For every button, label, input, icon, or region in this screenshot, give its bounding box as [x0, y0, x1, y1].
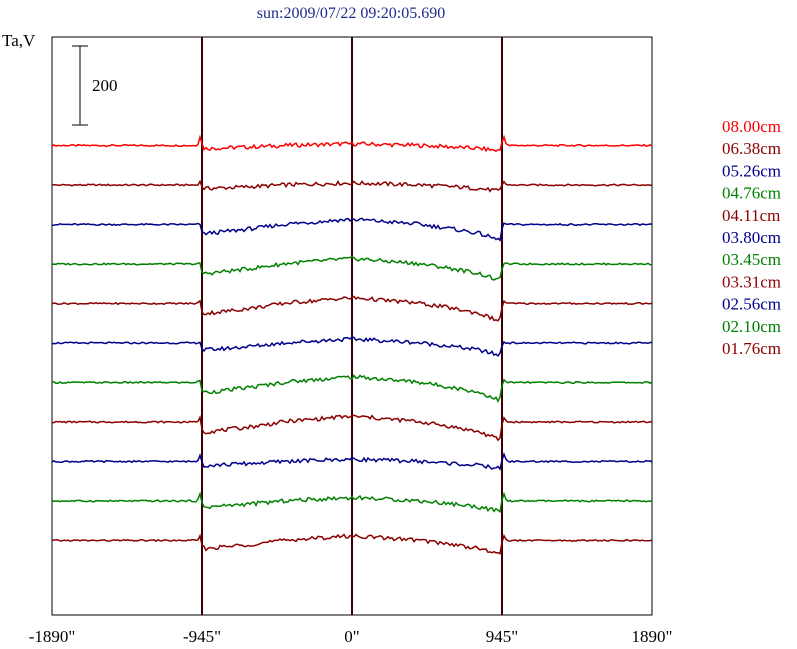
legend-entry: 02.10cm — [722, 317, 781, 336]
scale-bar: 200 — [72, 45, 118, 126]
legend-entry: 06.38cm — [722, 139, 781, 158]
x-tick-label: 0" — [344, 627, 359, 646]
x-tick-label: -1890" — [29, 627, 76, 646]
legend-entry: 08.00cm — [722, 117, 781, 136]
legend: 08.00cm 06.38cm 05.26cm 04.76cm 04.11cm 03.80… — [722, 117, 781, 358]
traces — [51, 134, 653, 555]
trace-06.38cm — [51, 179, 653, 193]
x-tick-label: 945" — [486, 627, 518, 646]
x-tick-labels: -1890" -945" 0" 945" 1890" — [29, 627, 673, 646]
trace-03.80cm — [51, 336, 652, 358]
trace-08.00cm — [51, 134, 653, 153]
trace-04.76cm — [51, 255, 653, 281]
legend-entry: 04.11cm — [722, 206, 780, 225]
y-axis-label: Ta,V — [2, 31, 36, 50]
vertical-markers — [201, 37, 503, 615]
legend-entry: 01.76cm — [722, 339, 781, 358]
trace-02.10cm — [51, 491, 653, 513]
legend-entry: 03.80cm — [722, 228, 781, 247]
chart-title: sun:2009/07/22 09:20:05.690 — [257, 5, 445, 22]
legend-entry: 03.31cm — [722, 272, 781, 291]
legend-entry: 02.56cm — [722, 295, 781, 314]
legend-entry: 05.26cm — [722, 161, 781, 180]
trace-03.31cm — [52, 414, 653, 442]
x-tick-label: 1890" — [632, 627, 673, 646]
trace-01.76cm — [52, 533, 653, 555]
trace-05.26cm — [52, 217, 653, 242]
scale-bar-label: 200 — [92, 76, 118, 95]
trace-03.45cm — [51, 374, 653, 404]
x-tick-label: -945" — [183, 627, 221, 646]
legend-entry: 04.76cm — [722, 184, 781, 203]
trace-04.11cm — [51, 295, 653, 322]
trace-02.56cm — [51, 451, 653, 471]
legend-entry: 03.45cm — [722, 250, 781, 269]
